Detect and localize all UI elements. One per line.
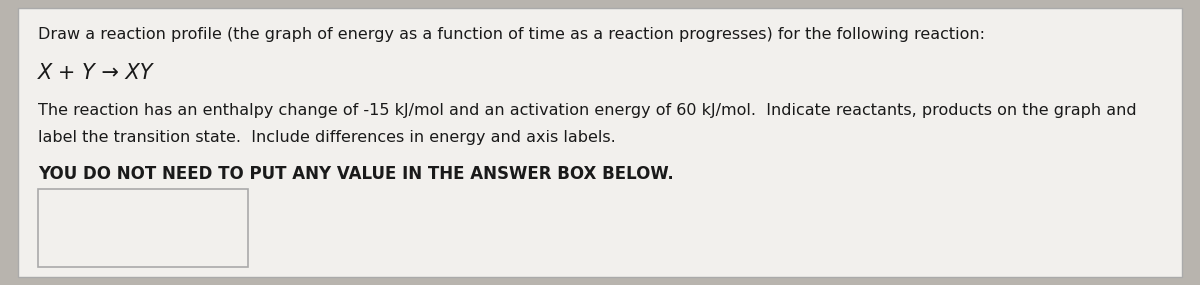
Text: YOU DO NOT NEED TO PUT ANY VALUE IN THE ANSWER BOX BELOW.: YOU DO NOT NEED TO PUT ANY VALUE IN THE …	[38, 165, 673, 183]
Text: label the transition state.  Include differences in energy and axis labels.: label the transition state. Include diff…	[38, 130, 616, 145]
Text: X + Y → XY: X + Y → XY	[38, 63, 154, 83]
Bar	[38, 189, 248, 267]
Text: The reaction has an enthalpy change of -15 kJ/mol and an activation energy of 60: The reaction has an enthalpy change of -…	[38, 103, 1136, 118]
Text: Draw a reaction profile (the graph of energy as a function of time as a reaction: Draw a reaction profile (the graph of en…	[38, 27, 985, 42]
